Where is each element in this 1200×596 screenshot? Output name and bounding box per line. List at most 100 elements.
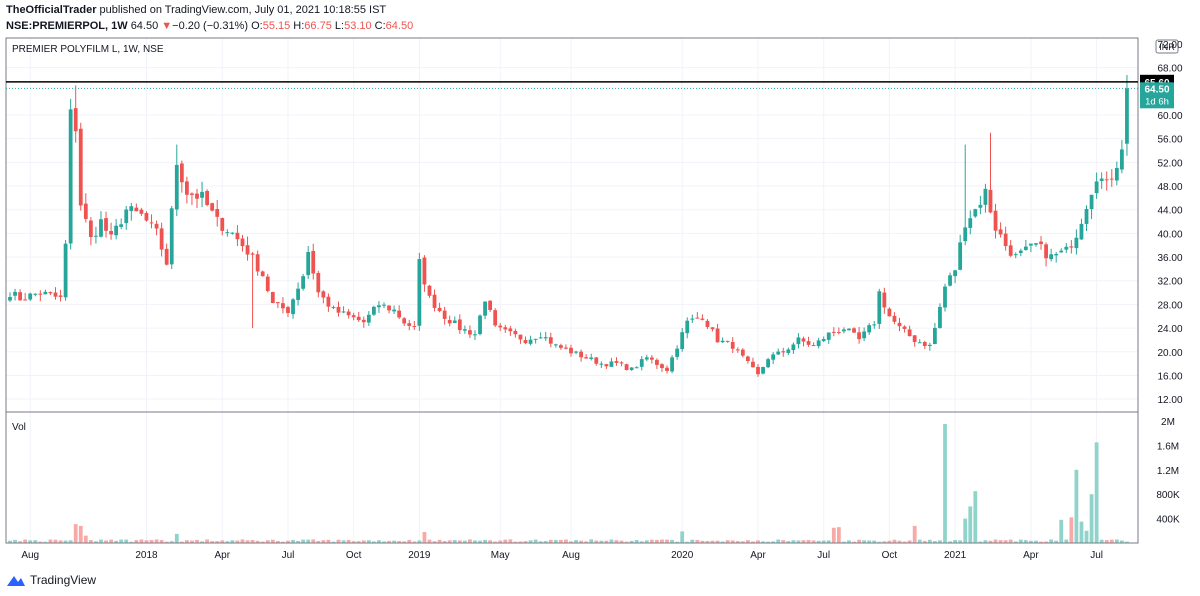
candle-body — [361, 319, 366, 323]
volume-bar — [806, 539, 811, 543]
volume-bar — [371, 541, 376, 543]
volume-bar — [432, 541, 437, 543]
candle-body — [1013, 254, 1018, 256]
candle-body — [842, 329, 846, 332]
candle-body — [872, 324, 877, 326]
volume-bar — [377, 540, 381, 543]
candle-body — [821, 339, 826, 342]
candle-body — [735, 349, 740, 351]
volume-bar — [1044, 541, 1048, 543]
tradingview-brand: TradingView — [30, 573, 97, 587]
candles — [8, 75, 1129, 377]
volume-bar — [43, 541, 48, 543]
candle-body — [543, 337, 548, 339]
time-tick-label: Jul — [1090, 550, 1103, 561]
candle-body — [584, 357, 589, 359]
volume-bar — [761, 541, 765, 543]
volume-bar — [149, 539, 154, 543]
volume-bar — [255, 540, 260, 543]
price-tick-label: 40.00 — [1157, 229, 1182, 240]
low-label: L: — [334, 20, 345, 32]
candle-body — [291, 299, 295, 315]
volume-tick-label: 800K — [1156, 490, 1180, 501]
candle-body — [437, 307, 442, 312]
candle-body — [710, 327, 715, 330]
volume-bar — [609, 539, 614, 543]
candle-body — [159, 228, 164, 250]
volume-bar — [978, 541, 983, 543]
candle-body — [685, 320, 690, 334]
volume-bar — [437, 539, 442, 543]
volume-bar — [73, 524, 78, 543]
volume-bar — [48, 539, 53, 543]
candle-body — [478, 315, 482, 335]
price-change: −0.20 (−0.31%) — [172, 20, 249, 32]
volume-bar — [927, 539, 932, 543]
volume-bar — [245, 540, 250, 543]
volume-bar — [528, 540, 533, 543]
volume-bar — [589, 539, 594, 543]
candle-body — [614, 361, 619, 363]
volume-bar — [735, 541, 740, 543]
volume-bar — [639, 541, 644, 543]
candle-body — [791, 344, 796, 351]
volume-bar — [1054, 540, 1059, 543]
candle-body — [574, 351, 578, 353]
candle-body — [938, 306, 942, 328]
volume-bar — [99, 539, 103, 543]
candle-body — [740, 349, 745, 356]
author-name[interactable]: TheOfficialTrader — [6, 4, 97, 16]
volume-bar — [907, 540, 912, 543]
volume-bar — [478, 540, 482, 543]
candle-body — [498, 325, 503, 328]
candle-body — [558, 345, 563, 348]
time-tick-label: 2019 — [408, 550, 431, 561]
time-tick-label: Apr — [750, 550, 766, 561]
candle-body — [275, 302, 280, 304]
candle-body — [922, 342, 927, 347]
volume-bar — [498, 540, 503, 543]
volume-bar — [442, 541, 447, 543]
candle-body — [801, 338, 806, 342]
candle-body — [781, 351, 786, 353]
volume-bar — [1003, 540, 1008, 543]
time-tick-label: Oct — [346, 550, 362, 561]
candle-body — [836, 332, 841, 334]
candle-body — [306, 251, 311, 276]
candle-body — [639, 359, 644, 367]
candle-body — [73, 108, 78, 132]
candle-body — [927, 344, 932, 346]
time-tick-label: Aug — [562, 550, 580, 561]
volume-bar — [675, 541, 680, 543]
candle-body — [473, 334, 477, 336]
volume-bar — [63, 540, 68, 543]
volume-bar — [751, 541, 755, 543]
volume-bar — [169, 541, 174, 543]
volume-bar — [53, 539, 58, 543]
candle-body — [341, 311, 346, 313]
volume-bar — [220, 540, 225, 543]
candle-body — [852, 328, 856, 333]
volume-bar — [882, 541, 887, 543]
candle-body — [634, 367, 639, 369]
volume-bar — [847, 540, 851, 543]
volume-bar — [1084, 530, 1089, 543]
candle-body — [948, 275, 952, 286]
candle-body — [963, 227, 968, 242]
candle-body — [286, 307, 290, 314]
volume-bar — [614, 540, 619, 543]
candle-body — [281, 303, 285, 309]
volume-bar — [1125, 541, 1129, 543]
candle-body — [397, 310, 402, 318]
tradingview-footer[interactable]: TradingView — [6, 573, 96, 587]
candle-body — [190, 193, 194, 195]
candle-body — [523, 339, 528, 344]
volume-bar — [468, 539, 472, 543]
candle-body — [417, 259, 422, 326]
volume-bar — [215, 541, 220, 543]
candle-body — [1008, 245, 1013, 256]
volume-bar — [154, 539, 159, 543]
volume-bar — [548, 539, 553, 543]
candle-body — [786, 349, 791, 354]
